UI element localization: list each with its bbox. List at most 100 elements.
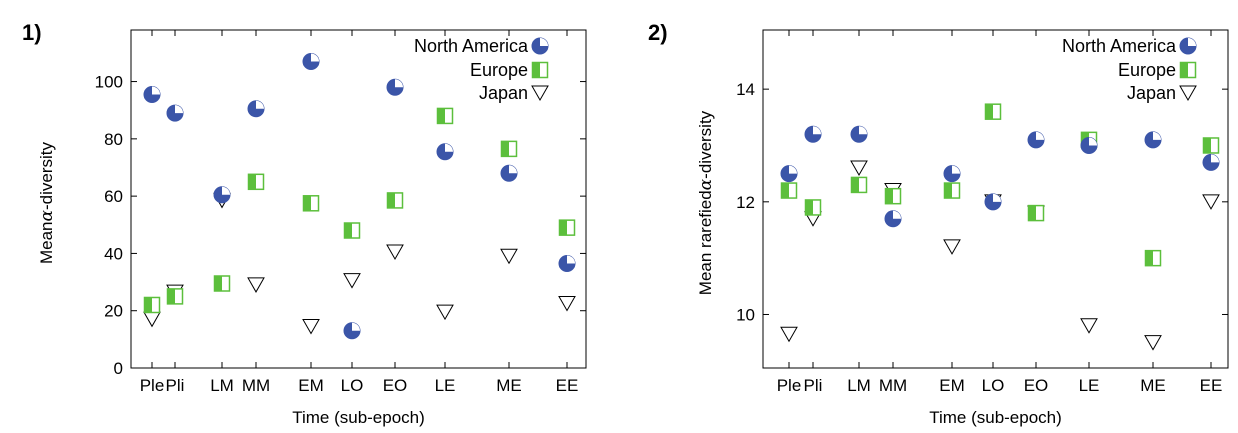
data-point	[215, 276, 230, 291]
y-tick-label: 12	[736, 193, 755, 212]
legend-marker	[532, 86, 548, 100]
legend-marker	[1181, 63, 1196, 78]
x-tick-label: Pli	[804, 376, 823, 395]
x-tick-label: ME	[1140, 376, 1166, 395]
x-tick-label: LM	[210, 376, 234, 395]
y-tick-label: 20	[104, 302, 123, 321]
data-point	[501, 249, 517, 263]
data-point	[437, 144, 453, 160]
y-axis-label-symbol: α	[696, 178, 716, 190]
data-point	[248, 278, 264, 292]
legend-marker	[533, 63, 548, 78]
data-point	[214, 187, 230, 203]
data-point	[344, 274, 360, 288]
x-tick-label: EO	[1024, 376, 1049, 395]
data-point	[885, 211, 901, 227]
y-tick-label: 40	[104, 244, 123, 263]
y-tick-label: 100	[95, 73, 123, 92]
x-tick-label: MM	[242, 376, 270, 395]
data-point	[1146, 251, 1161, 266]
x-tick-label: ME	[496, 376, 522, 395]
data-point	[1081, 137, 1097, 153]
x-tick-label: EM	[298, 376, 324, 395]
series-europe	[145, 108, 575, 312]
data-point	[1203, 154, 1219, 170]
data-point	[985, 194, 1001, 210]
y-axis-label-text: Mean	[37, 221, 56, 264]
data-point	[248, 101, 264, 117]
data-point	[1204, 138, 1219, 153]
y-axis-label: Meanα-diversity	[37, 141, 57, 264]
data-point	[781, 166, 797, 182]
y-axis-label: Mean rarefiedα-diversity	[696, 110, 716, 295]
data-point	[249, 174, 264, 189]
data-point	[344, 323, 360, 339]
data-point	[1028, 132, 1044, 148]
legend-label: North America	[414, 36, 529, 56]
x-axis-label: Time (sub-epoch)	[292, 408, 425, 427]
y-axis-label-text: -diversity	[696, 110, 715, 179]
data-point	[168, 289, 183, 304]
chart-panel-2: 2) 10 12 14 Ple Pli LM MM EM LO EO LE ME EE Time (sub-…	[648, 20, 1228, 427]
series-europe	[782, 104, 1219, 265]
legend-marker	[1180, 86, 1196, 100]
data-point	[944, 240, 960, 254]
y-axis-label-symbol: α	[37, 209, 57, 221]
y-tick-label: 14	[736, 80, 755, 99]
y-axis-label-text: Mean rarefied	[696, 190, 715, 295]
data-point	[806, 200, 821, 215]
data-point	[805, 126, 821, 142]
data-point	[501, 165, 517, 181]
legend-label: North America	[1062, 36, 1177, 56]
x-tick-label: LE	[435, 376, 456, 395]
data-point	[1203, 195, 1219, 209]
data-point	[781, 327, 797, 341]
data-point	[144, 86, 160, 102]
data-point	[1145, 132, 1161, 148]
x-tick-label: Ple	[140, 376, 165, 395]
data-point	[851, 126, 867, 142]
data-point	[1081, 319, 1097, 333]
x-tick-label: EO	[383, 376, 408, 395]
data-point	[1145, 336, 1161, 350]
x-tick-label: EM	[939, 376, 965, 395]
data-point	[144, 312, 160, 326]
data-point	[437, 305, 453, 319]
y-tick-label: 60	[104, 187, 123, 206]
x-tick-label: LM	[847, 376, 871, 395]
data-point	[303, 54, 319, 70]
data-point	[387, 79, 403, 95]
data-point	[345, 223, 360, 238]
x-tick-label: EE	[1200, 376, 1223, 395]
data-point	[1029, 206, 1044, 221]
panel-label: 1)	[22, 20, 42, 45]
x-tick-label: EE	[556, 376, 579, 395]
data-point	[560, 220, 575, 235]
data-point	[986, 104, 1001, 119]
data-point	[782, 183, 797, 198]
data-point	[851, 161, 867, 175]
x-tick-label: Pli	[166, 376, 185, 395]
data-point	[944, 166, 960, 182]
data-point	[886, 189, 901, 204]
data-point	[167, 105, 183, 121]
legend-marker	[1180, 38, 1196, 54]
data-point	[852, 177, 867, 192]
series-north-america	[781, 126, 1219, 227]
data-point	[303, 319, 319, 333]
data-point	[145, 297, 160, 312]
data-point	[304, 196, 319, 211]
chart-panel-1: 1) 0 20 40 60 80 100 Ple Pli LM MM EM LO EO LE ME EE Time…	[22, 20, 586, 427]
data-point	[387, 245, 403, 259]
plot-frame	[131, 30, 586, 368]
data-point	[388, 193, 403, 208]
x-axis-label: Time (sub-epoch)	[929, 408, 1062, 427]
legend: North America Europe Japan	[1062, 36, 1196, 103]
panel-label: 2)	[648, 20, 668, 45]
legend: North America Europe Japan	[414, 36, 548, 103]
data-point	[559, 297, 575, 311]
legend-label: Europe	[1118, 60, 1176, 80]
data-point	[438, 108, 453, 123]
series-japan	[144, 193, 575, 333]
